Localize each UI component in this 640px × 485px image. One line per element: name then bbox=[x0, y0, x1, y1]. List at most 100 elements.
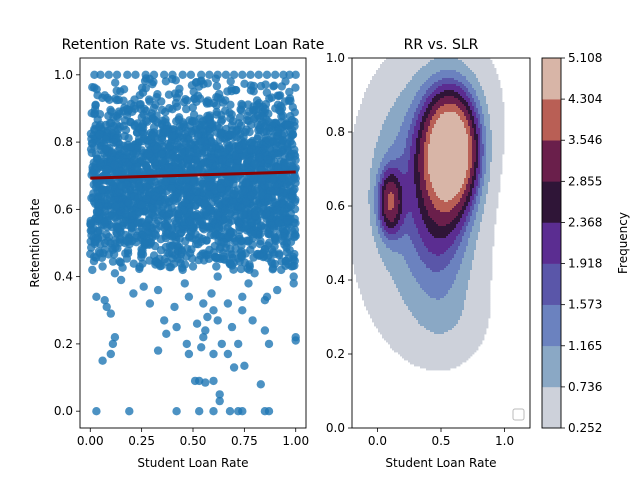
kde-level-band bbox=[362, 100, 397, 103]
kde-level-band bbox=[376, 218, 379, 221]
kde-level-band bbox=[466, 130, 471, 133]
kde-level-band bbox=[480, 230, 495, 233]
kde-level-band bbox=[382, 188, 387, 191]
kde-level-band bbox=[472, 230, 481, 233]
kde-level-band bbox=[480, 152, 485, 155]
kde-level-band bbox=[466, 230, 473, 233]
kde-level-band bbox=[438, 196, 455, 199]
kde-level-band bbox=[392, 192, 399, 195]
kde-level-band bbox=[352, 190, 369, 193]
kde-level-band bbox=[472, 120, 475, 123]
kde-level-band bbox=[492, 156, 503, 159]
scatter-point bbox=[112, 86, 121, 95]
kde-level-band bbox=[384, 242, 413, 245]
kde-level-band bbox=[428, 88, 437, 91]
kde-level-band bbox=[382, 200, 385, 203]
kde-level-band bbox=[378, 198, 381, 201]
kde-level-band bbox=[386, 236, 403, 239]
kde-level-band bbox=[352, 238, 375, 241]
kde-level-band bbox=[486, 168, 491, 171]
kde-level-band bbox=[422, 66, 469, 69]
kde-level-band bbox=[378, 136, 397, 139]
kde-level-band bbox=[418, 322, 459, 325]
kde-level-band bbox=[458, 322, 489, 325]
kde-level-band bbox=[388, 238, 399, 241]
kde-level-band bbox=[380, 184, 385, 187]
kde-level-band bbox=[436, 298, 441, 301]
kde-level-band bbox=[404, 300, 465, 303]
scatter-point bbox=[90, 83, 99, 92]
scatter-point bbox=[141, 222, 151, 231]
kde-level-band bbox=[482, 110, 489, 113]
kde-level-band bbox=[408, 160, 415, 163]
kde-level-band bbox=[422, 240, 455, 243]
kde-level-band bbox=[468, 182, 473, 185]
kde-level-band bbox=[452, 220, 461, 223]
kde-level-band bbox=[410, 128, 415, 131]
scatter-point bbox=[144, 149, 154, 159]
kde-level-band bbox=[390, 220, 395, 223]
scatter-point bbox=[260, 326, 270, 335]
kde-level-band bbox=[470, 236, 479, 239]
scatter-point bbox=[119, 218, 128, 228]
kde-level-band bbox=[470, 274, 493, 277]
kde-level-band bbox=[426, 224, 439, 227]
kde-level-band bbox=[466, 186, 471, 189]
kde-level-band bbox=[458, 114, 465, 117]
kde-level-band bbox=[470, 98, 475, 101]
kde-level-band bbox=[352, 260, 383, 263]
kde-level-band bbox=[418, 130, 423, 133]
kde-level-band bbox=[408, 130, 415, 133]
kde-level-band bbox=[396, 214, 401, 217]
kde-level-band bbox=[428, 62, 465, 65]
kde-level-band bbox=[464, 306, 491, 309]
kde-level-band bbox=[416, 108, 423, 111]
kde-level-band bbox=[380, 188, 383, 191]
kde-level-band bbox=[404, 152, 411, 155]
kde-level-band bbox=[394, 226, 401, 229]
kde-level-band bbox=[476, 212, 485, 215]
kde-level-band bbox=[476, 196, 481, 199]
scatter-point bbox=[137, 253, 146, 262]
kde-level-band bbox=[484, 212, 497, 215]
kde-level-band bbox=[352, 164, 373, 167]
kde-level-band bbox=[428, 192, 437, 195]
kde-y-tick-label: 0.6 bbox=[326, 199, 345, 213]
kde-level-band bbox=[468, 112, 473, 115]
kde-level-band bbox=[468, 148, 473, 151]
kde-level-band bbox=[416, 148, 421, 151]
kde-level-band bbox=[352, 194, 369, 197]
kde-level-band bbox=[426, 264, 449, 267]
scatter-point bbox=[147, 109, 156, 118]
kde-level-band bbox=[450, 246, 459, 249]
kde-level-band bbox=[428, 248, 449, 251]
kde-level-band bbox=[430, 296, 445, 299]
kde-level-band bbox=[412, 314, 463, 317]
kde-level-band bbox=[428, 166, 469, 169]
kde-level-band bbox=[414, 172, 421, 175]
scatter-point bbox=[199, 333, 208, 342]
kde-level-band bbox=[370, 168, 379, 171]
kde-level-band bbox=[384, 232, 389, 235]
kde-level-band bbox=[416, 248, 429, 251]
kde-level-band bbox=[418, 160, 425, 163]
scatter-point bbox=[183, 154, 192, 163]
kde-level-band bbox=[352, 252, 379, 255]
scatter-point bbox=[141, 84, 150, 93]
kde-level-band bbox=[440, 210, 451, 213]
scatter-point bbox=[170, 152, 180, 162]
kde-level-band bbox=[380, 178, 383, 181]
kde-level-band bbox=[484, 204, 499, 207]
kde-level-band bbox=[480, 132, 483, 135]
scatter-point bbox=[131, 70, 140, 80]
scatter-point bbox=[281, 161, 290, 171]
kde-level-band bbox=[476, 132, 481, 135]
kde-level-band bbox=[478, 80, 501, 83]
kde-level-band bbox=[416, 110, 421, 113]
kde-level-band bbox=[396, 100, 413, 103]
kde-level-band bbox=[382, 178, 387, 181]
kde-level-band bbox=[378, 206, 381, 209]
kde-level-band bbox=[354, 264, 385, 267]
kde-level-band bbox=[422, 136, 427, 139]
kde-level-band bbox=[424, 168, 429, 171]
